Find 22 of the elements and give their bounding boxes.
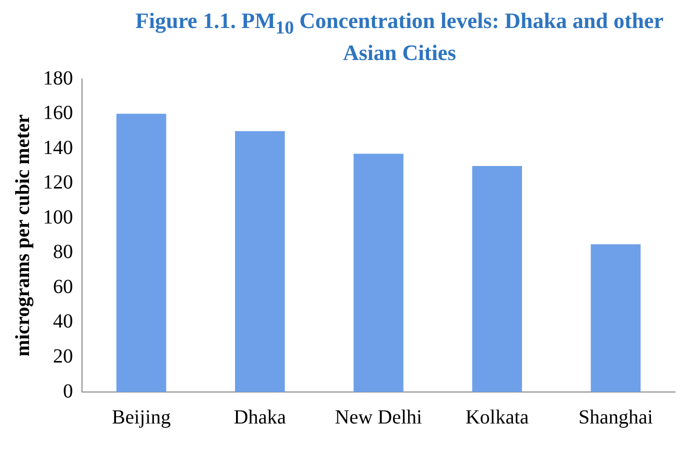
y-tick-label: 20 xyxy=(53,345,73,368)
x-tick-label: Kolkata xyxy=(465,406,529,428)
y-tick-label: 140 xyxy=(43,136,73,159)
bar xyxy=(116,114,166,392)
y-tick-label: 160 xyxy=(43,102,73,124)
y-tick-label: 80 xyxy=(53,241,73,264)
y-tick-label: 40 xyxy=(53,310,73,333)
bar xyxy=(354,154,404,392)
x-tick-label: Beijing xyxy=(112,406,171,428)
bar xyxy=(472,166,522,392)
bar xyxy=(590,244,641,392)
y-tick-label: 180 xyxy=(43,67,73,90)
x-tick-label: Dhaka xyxy=(234,406,286,428)
y-axis-title: micrograms per cubic meter xyxy=(12,114,34,356)
y-tick-label: 120 xyxy=(43,172,73,194)
x-tick-label: New Delhi xyxy=(334,406,423,428)
bar xyxy=(234,131,285,392)
y-tick-label: 100 xyxy=(43,206,73,228)
x-tick-label: Shanghai xyxy=(578,406,654,428)
chart-title: Figure 1.1. PM$_{10}$ Concentration levels: Dhaka and other Asian Cities xyxy=(134,8,665,66)
y-tick-label: 60 xyxy=(53,276,73,298)
y-tick-label: 0 xyxy=(63,380,73,402)
